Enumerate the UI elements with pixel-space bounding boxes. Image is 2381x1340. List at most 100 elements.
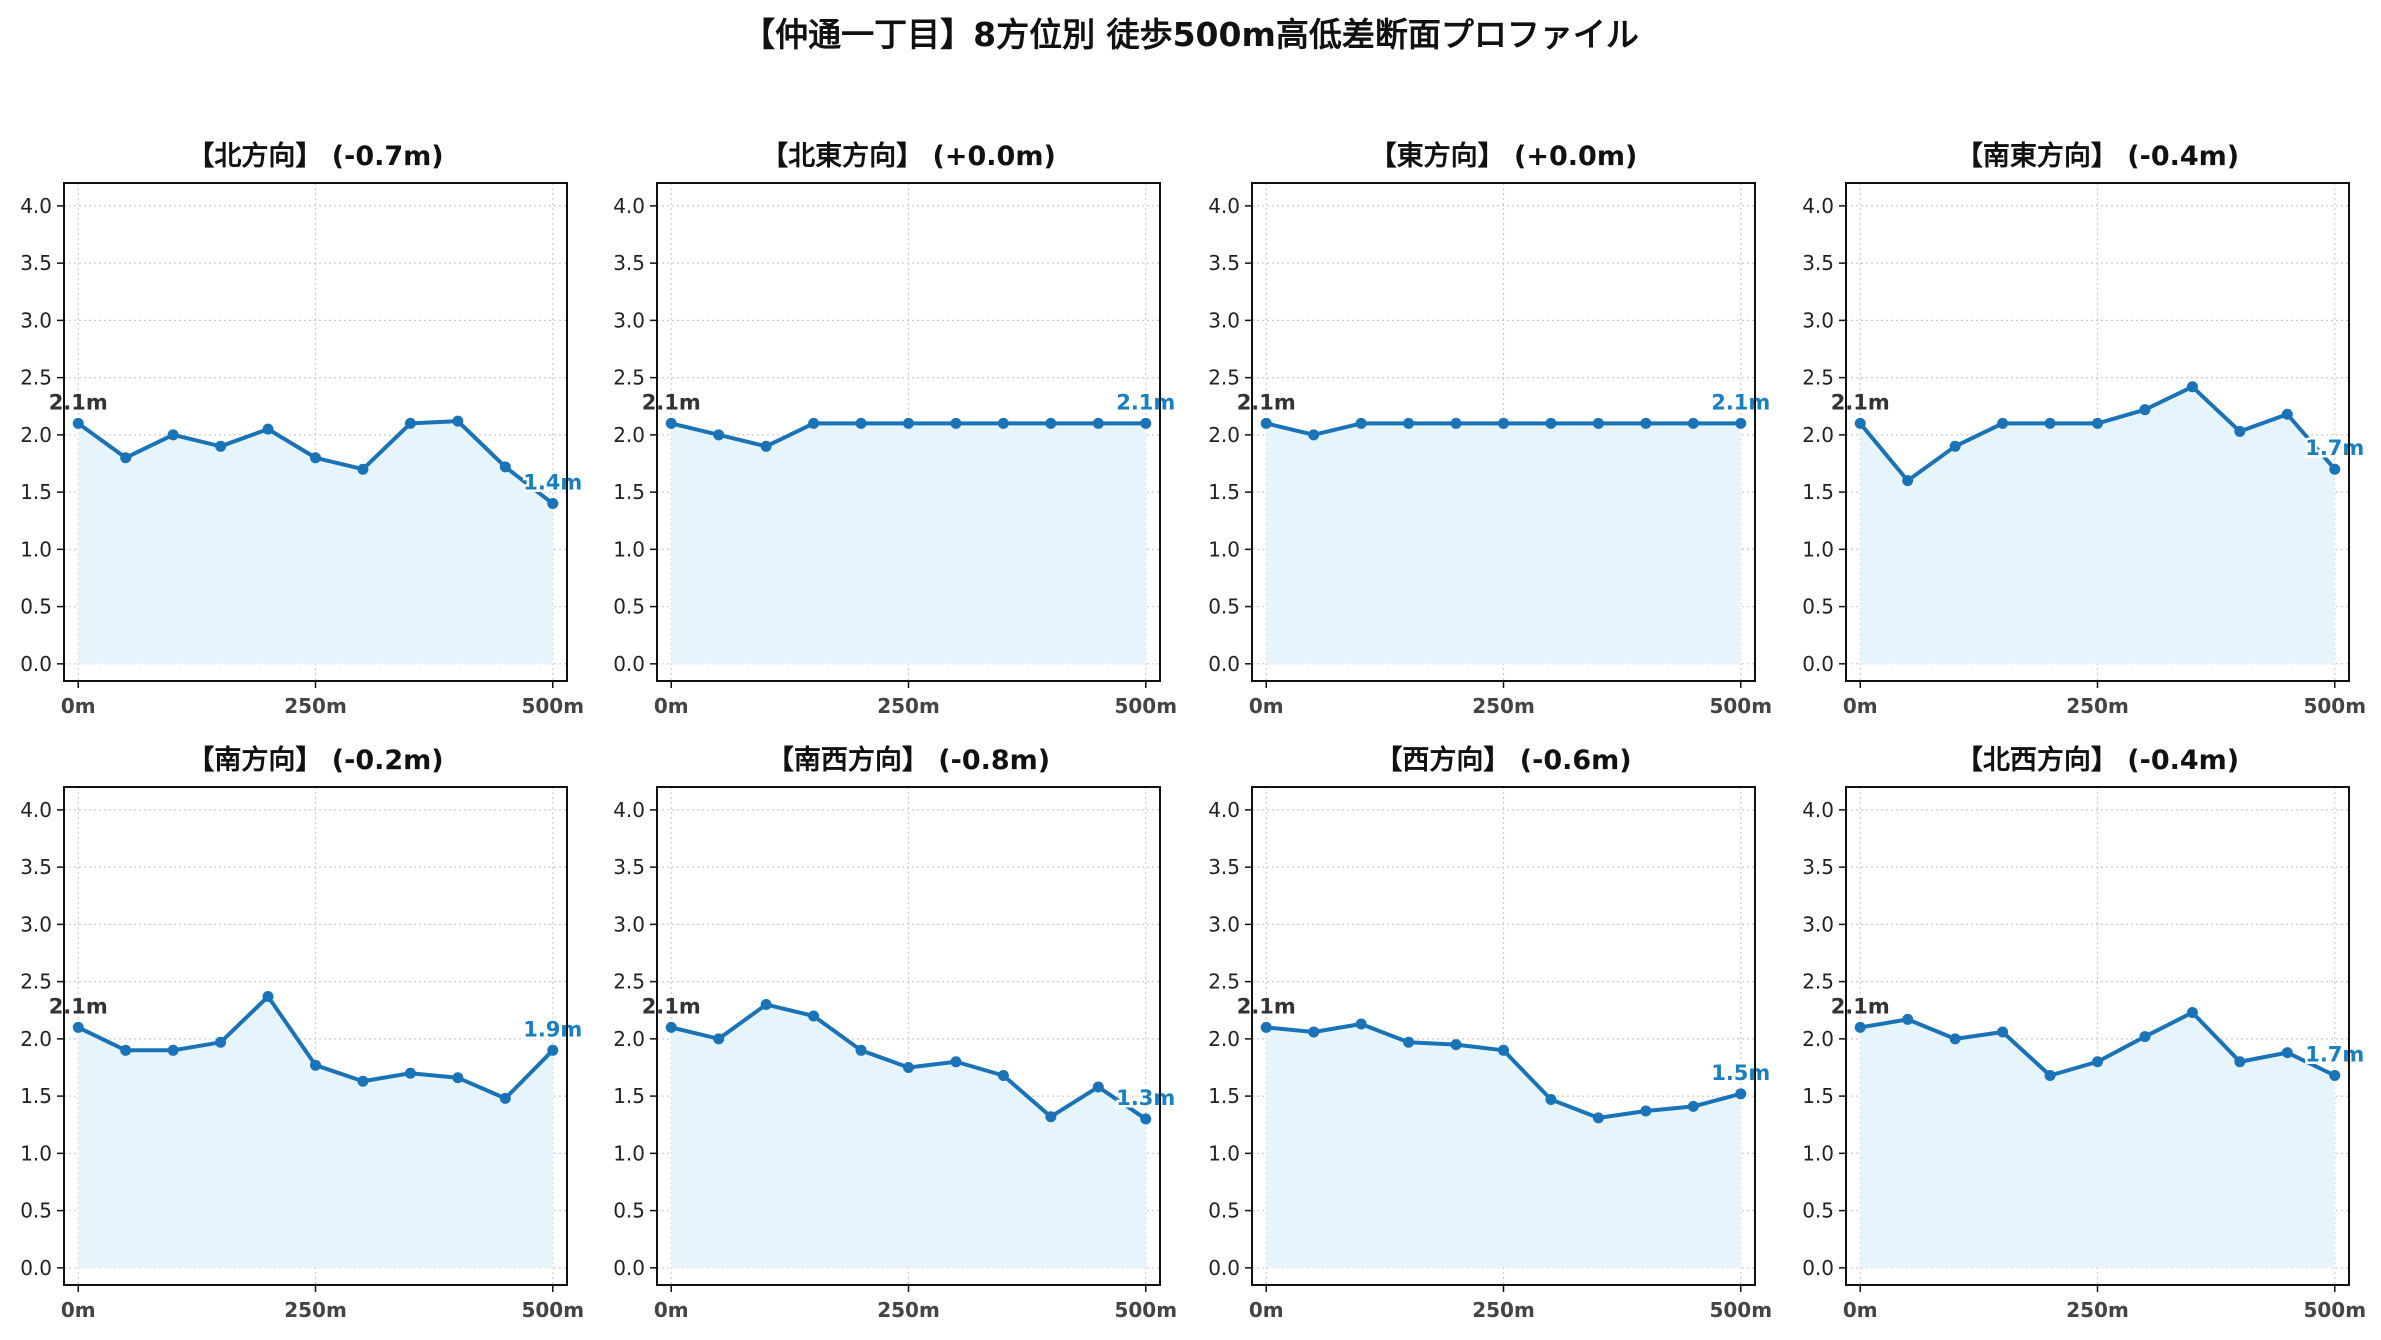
data-point — [1640, 417, 1652, 429]
data-point — [1640, 1105, 1652, 1117]
y-tick-label: 0.0 — [20, 1256, 52, 1280]
data-point — [808, 417, 820, 429]
data-point — [855, 417, 867, 429]
start-value-label: 2.1m — [642, 390, 701, 414]
start-value-label: 2.1m — [49, 994, 108, 1018]
y-tick-label: 1.0 — [20, 1141, 52, 1165]
end-value-label: 1.4m — [523, 471, 582, 495]
area-fill — [1860, 386, 2335, 664]
end-value-label: 1.3m — [1116, 1086, 1175, 1110]
data-point — [262, 423, 274, 435]
start-value-label: 2.1m — [49, 390, 108, 414]
x-tick-label: 250m — [284, 1298, 347, 1322]
y-tick-label: 2.0 — [20, 423, 52, 447]
subplot: 【北東方向】 (+0.0m) 2.1m 2.1m 0.0 0.5 1.0 1.5 2.0 2.5… — [613, 140, 1178, 718]
y-tick-label: 1.0 — [1208, 537, 1240, 561]
y-tick-label: 0.5 — [20, 1199, 52, 1223]
y-tick-label: 3.0 — [613, 308, 645, 332]
y-tick-label: 1.0 — [613, 537, 645, 561]
data-point — [404, 1067, 416, 1079]
y-tick-label: 2.5 — [20, 970, 52, 994]
y-tick-label: 2.5 — [20, 366, 52, 390]
subplot: 【西方向】 (-0.6m) 2.1m 1.5m 0.0 0.5 1.0 1.5 2.0 2.5 3… — [1208, 744, 1773, 1322]
y-tick-label: 1.0 — [1802, 537, 1834, 561]
figure-title: 【仲通一丁目】8方位別 徒歩500m高低差断面プロファイル — [742, 15, 1639, 54]
y-tick-label: 2.0 — [20, 1027, 52, 1051]
data-point — [2234, 1056, 2246, 1068]
subplot-title: 【西方向】 (-0.6m) — [1375, 744, 1631, 776]
y-tick-label: 4.0 — [1802, 798, 1834, 822]
y-tick-label: 3.5 — [613, 855, 645, 879]
data-point — [2044, 417, 2056, 429]
data-point — [120, 1044, 132, 1056]
data-point — [1592, 1112, 1604, 1124]
subplot: 【南方向】 (-0.2m) 2.1m 1.9m 0.0 0.5 1.0 1.5 2.0 2.5 3… — [20, 744, 585, 1322]
y-tick-label: 3.5 — [1208, 855, 1240, 879]
x-tick-label: 500m — [1709, 694, 1772, 718]
y-tick-label: 3.0 — [1802, 308, 1834, 332]
x-tick-label: 250m — [1472, 694, 1535, 718]
y-tick-label: 3.5 — [20, 251, 52, 275]
data-point — [1140, 1113, 1152, 1125]
y-tick-label: 0.0 — [613, 1256, 645, 1280]
y-tick-label: 1.5 — [1802, 480, 1834, 504]
area-fill — [1266, 423, 1741, 664]
data-point — [808, 1010, 820, 1022]
data-point — [760, 999, 772, 1011]
y-tick-label: 0.5 — [1208, 1199, 1240, 1223]
data-point — [1045, 1111, 1057, 1123]
subplot: 【南西方向】 (-0.8m) 2.1m 1.3m 0.0 0.5 1.0 1.5 2.0 2.5… — [613, 744, 1178, 1322]
y-tick-label: 3.5 — [1802, 251, 1834, 275]
x-tick-label: 500m — [1114, 694, 1177, 718]
subplot-title: 【南西方向】 (-0.8m) — [767, 744, 1050, 776]
data-point — [310, 452, 321, 464]
y-tick-label: 2.0 — [1208, 423, 1240, 447]
data-point — [1260, 1021, 1272, 1033]
y-tick-label: 1.0 — [613, 1141, 645, 1165]
data-point — [310, 1059, 321, 1071]
subplot-title: 【北西方向】 (-0.4m) — [1956, 744, 2239, 776]
y-tick-label: 3.5 — [20, 855, 52, 879]
y-tick-label: 2.0 — [1208, 1027, 1240, 1051]
data-point — [404, 417, 416, 429]
y-tick-label: 1.0 — [20, 537, 52, 561]
data-point — [1735, 1088, 1747, 1100]
x-tick-label: 500m — [521, 1298, 584, 1322]
y-tick-label: 3.0 — [20, 308, 52, 332]
subplot: 【北西方向】 (-0.4m) 2.1m 1.7m 0.0 0.5 1.0 1.5 2.0 2.5… — [1802, 744, 2367, 1322]
data-point — [2281, 1047, 2293, 1059]
data-point — [499, 461, 511, 473]
y-tick-label: 2.5 — [1802, 366, 1834, 390]
y-tick-label: 0.5 — [1802, 1199, 1834, 1223]
data-point — [167, 1044, 179, 1056]
data-point — [1140, 417, 1152, 429]
data-point — [452, 1072, 464, 1084]
x-tick-label: 0m — [654, 694, 689, 718]
data-point — [1592, 417, 1604, 429]
y-tick-label: 2.0 — [613, 1027, 645, 1051]
data-point — [997, 417, 1009, 429]
end-value-label: 1.7m — [2305, 436, 2364, 460]
y-tick-label: 4.0 — [1208, 798, 1240, 822]
y-tick-label: 0.5 — [1208, 595, 1240, 619]
data-point — [2186, 381, 2198, 393]
data-point — [2092, 1056, 2103, 1068]
subplot-title: 【北東方向】 (+0.0m) — [761, 140, 1056, 172]
data-point — [1403, 417, 1415, 429]
x-tick-label: 250m — [2066, 1298, 2129, 1322]
y-tick-label: 1.0 — [1208, 1141, 1240, 1165]
data-point — [1854, 417, 1866, 429]
y-tick-label: 1.5 — [1802, 1084, 1834, 1108]
y-tick-label: 2.0 — [613, 423, 645, 447]
y-tick-label: 0.5 — [1802, 595, 1834, 619]
data-point — [1902, 1013, 1914, 1025]
y-tick-label: 0.0 — [1802, 1256, 1834, 1280]
y-tick-label: 2.5 — [1802, 970, 1834, 994]
data-point — [1735, 417, 1747, 429]
y-tick-label: 1.5 — [1208, 1084, 1240, 1108]
y-tick-label: 4.0 — [613, 798, 645, 822]
data-point — [499, 1092, 511, 1104]
data-point — [1498, 417, 1509, 429]
y-tick-label: 1.5 — [613, 1084, 645, 1108]
